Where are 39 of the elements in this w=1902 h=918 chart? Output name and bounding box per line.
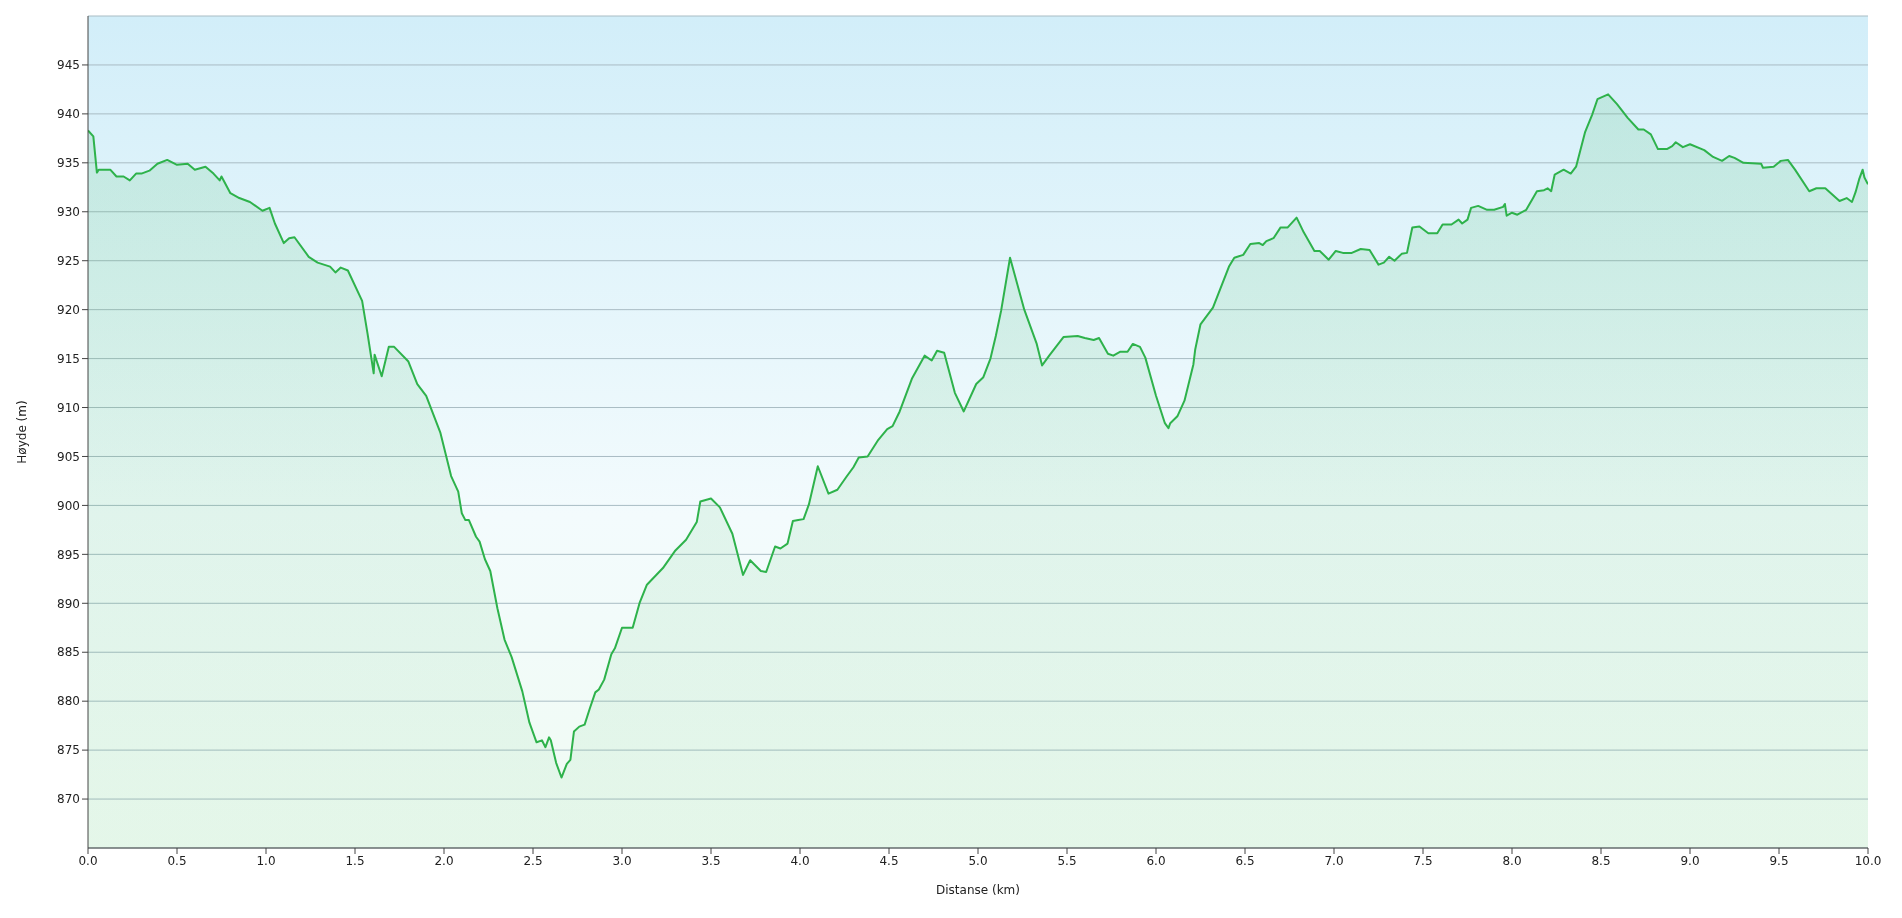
y-tick-label: 935 [57, 156, 80, 171]
y-tick-label: 870 [57, 792, 80, 807]
x-tick-label: 9.0 [1680, 853, 1700, 868]
y-tick-label: 875 [57, 743, 80, 758]
x-tick-label: 5.0 [968, 853, 988, 868]
y-tick-label: 900 [57, 498, 80, 513]
x-tick-label: 9.5 [1769, 853, 1789, 868]
y-tick-label: 940 [57, 107, 80, 122]
x-tick-label: 5.5 [1057, 853, 1077, 868]
y-tick-label: 895 [57, 547, 80, 562]
y-tick-label: 910 [57, 400, 80, 415]
x-tick-label: 6.5 [1235, 853, 1255, 868]
y-tick-label: 890 [57, 596, 80, 611]
y-tick-label: 920 [57, 302, 80, 317]
x-tick-label: 8.5 [1591, 853, 1611, 868]
x-tick-label: 6.0 [1146, 853, 1166, 868]
x-tick-label: 4.5 [879, 853, 899, 868]
y-tick-label: 925 [57, 253, 80, 268]
x-tick-label: 3.0 [612, 853, 632, 868]
x-tick-label: 0.5 [167, 853, 187, 868]
x-tick-label: 1.5 [345, 853, 365, 868]
x-tick-label: 7.0 [1324, 853, 1344, 868]
x-tick-label: 2.0 [434, 853, 454, 868]
x-tick-label: 10.0 [1854, 853, 1882, 868]
x-tick-label: 0.0 [78, 853, 98, 868]
y-axis-title: Høyde (m) [15, 400, 30, 464]
y-tick-label: 880 [57, 694, 80, 709]
x-tick-label: 4.0 [790, 853, 810, 868]
y-tick-label: 885 [57, 645, 80, 660]
y-tick-label: 945 [57, 58, 80, 73]
x-tick-label: 1.0 [256, 853, 276, 868]
y-tick-label: 930 [57, 205, 80, 220]
x-tick-label: 7.5 [1413, 853, 1433, 868]
x-tick-label: 8.0 [1502, 853, 1522, 868]
x-tick-label: 2.5 [523, 853, 543, 868]
y-tick-label: 905 [57, 449, 80, 464]
x-axis-title: Distanse (km) [936, 883, 1020, 897]
x-tick-label: 3.5 [701, 853, 721, 868]
y-tick-label: 915 [57, 351, 80, 366]
